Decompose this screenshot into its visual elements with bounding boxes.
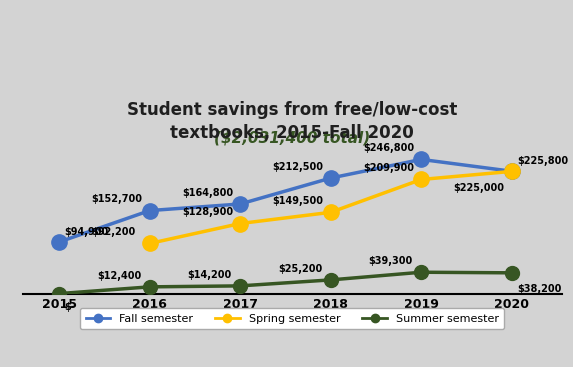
Text: $128,900: $128,900	[182, 207, 233, 217]
Fall semester	[237, 202, 244, 206]
Text: $25,200: $25,200	[278, 264, 322, 273]
Summer semester	[418, 270, 425, 275]
Line: Summer semester: Summer semester	[52, 265, 519, 301]
Text: $38,200: $38,200	[517, 284, 562, 294]
Text: $152,700: $152,700	[91, 194, 142, 204]
Text: $164,800: $164,800	[182, 188, 233, 198]
Summer semester	[237, 284, 244, 288]
Fall semester	[56, 240, 62, 244]
Spring semester	[237, 221, 244, 226]
Summer semester	[146, 285, 153, 289]
Text: $246,800: $246,800	[363, 143, 414, 153]
Fall semester	[327, 176, 334, 180]
Fall semester	[146, 208, 153, 213]
Summer semester	[327, 278, 334, 282]
Legend: Fall semester, Spring semester, Summer semester: Fall semester, Spring semester, Summer s…	[80, 308, 504, 329]
Text: $94,900: $94,900	[65, 227, 109, 237]
Text: $212,500: $212,500	[272, 162, 323, 172]
Spring semester	[146, 241, 153, 246]
Text: ($2,031,400 total): ($2,031,400 total)	[214, 130, 370, 145]
Text: $225,800: $225,800	[517, 156, 568, 166]
Fall semester	[418, 157, 425, 161]
Text: $12,400: $12,400	[97, 270, 141, 280]
Text: $39,300: $39,300	[368, 256, 413, 266]
Text: $-: $-	[65, 302, 76, 312]
Spring semester	[418, 177, 425, 182]
Line: Fall semester: Fall semester	[52, 152, 519, 250]
Spring semester	[508, 169, 515, 174]
Title: Student savings from free/low-cost
textbooks, 2015-Fall 2020: Student savings from free/low-cost textb…	[127, 101, 457, 142]
Text: $225,000: $225,000	[453, 183, 504, 193]
Text: $92,200: $92,200	[91, 227, 136, 237]
Summer semester	[508, 270, 515, 275]
Summer semester	[56, 291, 62, 296]
Text: $14,200: $14,200	[187, 269, 231, 280]
Line: Spring semester: Spring semester	[142, 164, 519, 251]
Fall semester	[508, 169, 515, 174]
Text: $149,500: $149,500	[272, 196, 323, 206]
Text: $209,900: $209,900	[363, 163, 414, 173]
Spring semester	[327, 210, 334, 215]
